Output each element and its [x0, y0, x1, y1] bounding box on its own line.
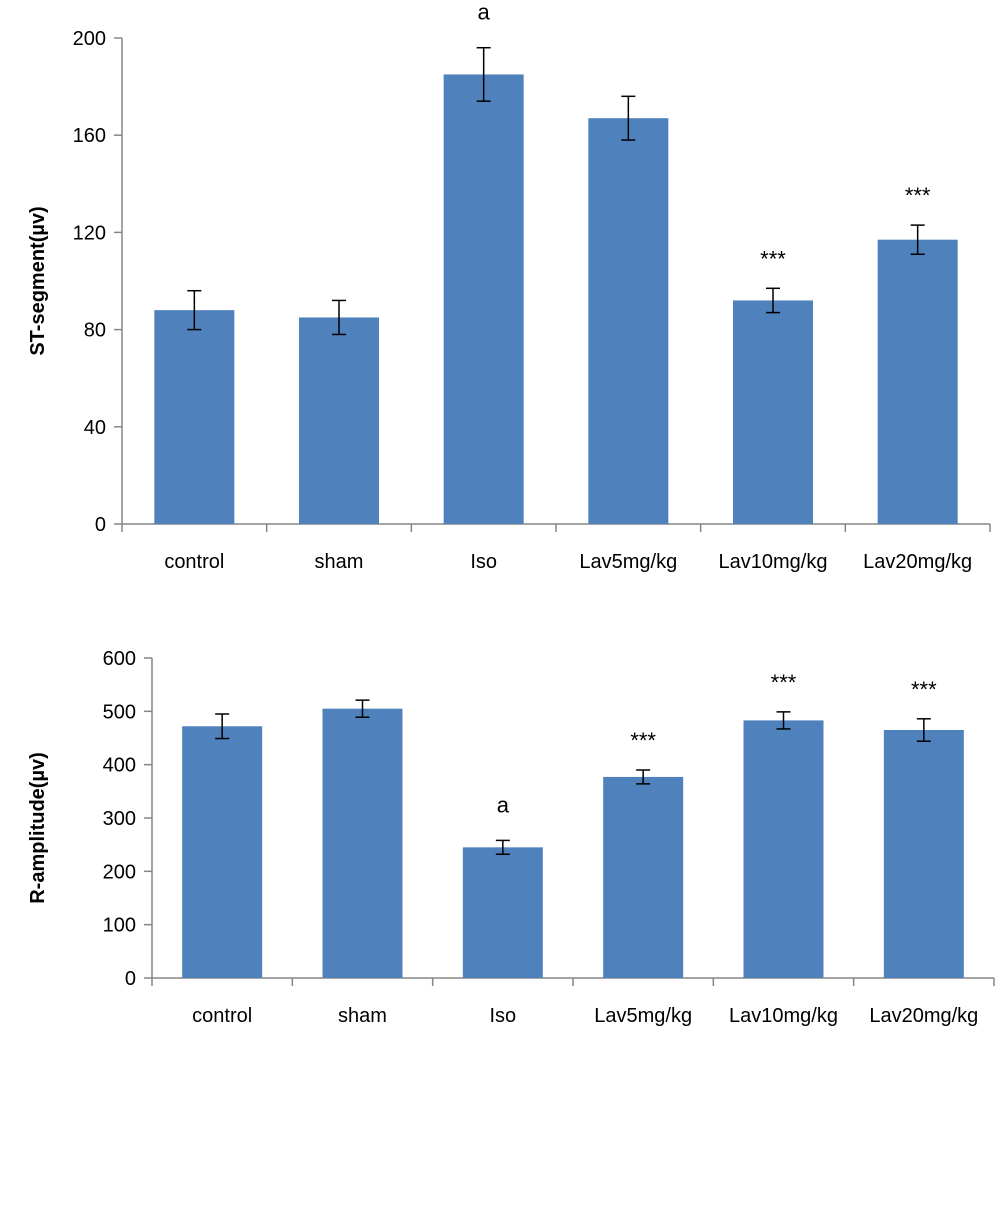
x-tick-label: Lav20mg/kg	[869, 1005, 978, 1027]
x-tick-label: control	[192, 1005, 252, 1027]
y-tick-label: 120	[73, 222, 106, 244]
bar-control	[154, 310, 235, 524]
bar-lav20mg-kg	[883, 730, 964, 978]
y-tick-label: 200	[73, 28, 106, 50]
bar-iso	[462, 847, 543, 978]
x-tick-label: Lav5mg/kg	[594, 1005, 692, 1027]
bar-lav20mg-kg	[877, 239, 958, 524]
x-tick-label: Lav5mg/kg	[579, 551, 677, 573]
y-axis-title: R-amplitude(µv)	[27, 752, 49, 904]
st-segment-chart: ST-segment(µv) 0 40 80 120 160 200 control sham…	[27, 0, 991, 573]
y-tick-label: 100	[103, 915, 136, 937]
y-tick-label: 40	[84, 417, 106, 439]
x-tick-label: sham	[338, 1005, 387, 1027]
y-tick-label: 200	[103, 861, 136, 883]
significance-letter: a	[497, 792, 510, 817]
x-tick-label: control	[164, 551, 224, 573]
y-tick-label: 600	[103, 648, 136, 670]
y-tick-label: 0	[95, 514, 106, 536]
x-tick-label: sham	[315, 551, 364, 573]
bar-lav10mg-kg	[743, 720, 824, 978]
r-amplitude-chart: R-amplitude(µv) 0 100 200 300 400 500 600 contr…	[27, 648, 995, 1027]
x-tick-label: Lav10mg/kg	[729, 1005, 838, 1027]
x-tick-label: Lav10mg/kg	[719, 551, 828, 573]
bar-sham	[299, 317, 379, 524]
y-tick-label: 80	[84, 320, 106, 342]
bar-lav5mg-kg	[603, 776, 684, 978]
significance-stars: ***	[905, 183, 931, 208]
bar-iso	[443, 74, 524, 524]
y-tick-label: 160	[73, 125, 106, 147]
bar-lav10mg-kg	[733, 300, 813, 524]
bar-control	[182, 726, 263, 978]
y-tick-label: 300	[103, 808, 136, 830]
x-tick-label: Iso	[489, 1005, 516, 1027]
significance-stars: ***	[760, 246, 786, 271]
bar-sham	[322, 708, 403, 978]
x-tick-label: Iso	[470, 551, 497, 573]
y-tick-label: 500	[103, 701, 136, 723]
significance-letter: a	[478, 0, 491, 25]
y-tick-label: 0	[125, 968, 136, 990]
significance-stars: ***	[771, 670, 797, 695]
significance-stars: ***	[630, 728, 656, 753]
bar-lav5mg-kg	[588, 118, 669, 524]
y-tick-label: 400	[103, 755, 136, 777]
x-tick-label: Lav20mg/kg	[863, 551, 972, 573]
y-axis-title: ST-segment(µv)	[27, 206, 49, 355]
significance-stars: ***	[911, 677, 937, 702]
